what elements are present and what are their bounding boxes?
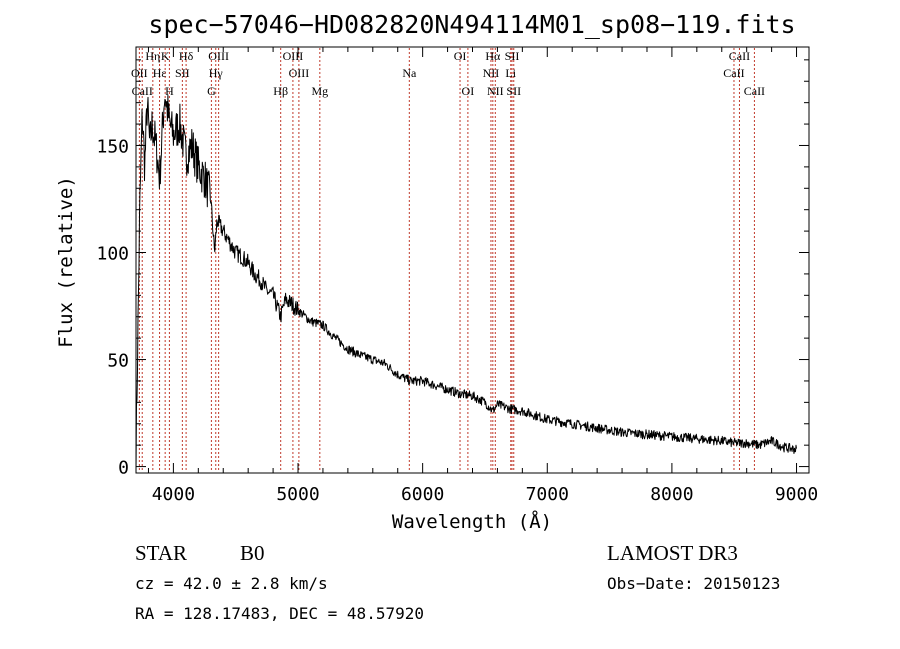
x-tick-label-3: 7000: [526, 484, 569, 505]
line-label-24: NII: [487, 84, 504, 98]
line-label-16: Li: [505, 66, 516, 80]
observation-date: Obs−Date: 20150123: [607, 574, 780, 593]
redshift-cz: cz = 42.0 ± 2.8 km/s: [135, 574, 328, 593]
y-tick-label-3: 150: [96, 136, 129, 157]
line-label-0: Hη: [145, 49, 160, 63]
line-label-19: H: [165, 84, 174, 98]
line-label-14: Na: [402, 66, 417, 80]
chart-title: spec−57046−HD082820N494114M01_sp08−119.f…: [148, 10, 795, 39]
x-tick-labels: 4000 5000 6000 7000 8000 9000: [152, 484, 819, 505]
line-label-10: Hε: [153, 66, 167, 80]
x-tick-label-1: 5000: [276, 484, 319, 505]
y-tick-labels: 0 50 100 150: [96, 136, 129, 478]
spectrum-series: [135, 94, 797, 474]
x-axis-label: Wavelength (Å): [392, 510, 552, 533]
line-label-12: Hγ: [209, 66, 224, 80]
line-label-25: SII: [506, 84, 521, 98]
x-tick-label-2: 6000: [401, 484, 444, 505]
y-axis-label: Flux (relative): [55, 176, 77, 348]
survey-name: LAMOST DR3: [607, 541, 738, 565]
plot-frame: [135, 46, 810, 474]
line-label-17: CaII: [723, 66, 744, 80]
ra-dec-coordinates: RA = 128.17483, DEC = 48.57920: [135, 604, 424, 623]
line-label-18: CaII: [132, 84, 153, 98]
line-label-22: Mg: [311, 84, 328, 98]
line-label-13: OIII: [289, 66, 310, 80]
axis-ticks: [136, 47, 809, 473]
x-tick-label-4: 8000: [650, 484, 693, 505]
y-tick-label-0: 0: [118, 458, 129, 479]
line-label-15: NII: [483, 66, 500, 80]
y-tick-label-1: 50: [107, 351, 129, 372]
line-label-11: SII: [175, 66, 190, 80]
line-label-20: G: [207, 84, 216, 98]
object-class: STAR: [135, 541, 187, 565]
line-label-9: OII: [131, 66, 148, 80]
line-label-8: CaII: [729, 49, 750, 63]
line-label-7: SII: [505, 49, 520, 63]
line-label-1: K: [161, 49, 170, 63]
x-tick-label-5: 9000: [775, 484, 818, 505]
line-label-23: OI: [462, 84, 475, 98]
line-label-5: OI: [454, 49, 467, 63]
line-label-6: Hα: [485, 49, 501, 63]
object-subclass: B0: [240, 541, 265, 565]
line-label-26: CaII: [744, 84, 765, 98]
spectral-line-labels: Hη K Hδ OIII OIII OI Hα SII CaII OII Hε SII Hγ OIII Na…: [131, 49, 765, 98]
line-label-2: Hδ: [179, 49, 194, 63]
line-label-21: Hβ: [273, 84, 288, 98]
line-label-3: OIII: [208, 49, 229, 63]
line-label-4: OIII: [283, 49, 304, 63]
spectral-line-markers: [138, 48, 755, 472]
x-tick-label-0: 4000: [152, 484, 195, 505]
flux-line: [135, 94, 797, 474]
y-tick-label-2: 100: [96, 244, 129, 265]
